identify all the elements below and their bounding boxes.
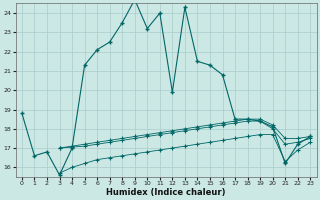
X-axis label: Humidex (Indice chaleur): Humidex (Indice chaleur) xyxy=(106,188,226,197)
